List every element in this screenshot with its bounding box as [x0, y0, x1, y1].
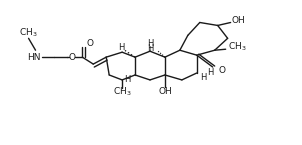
Text: H: H: [124, 75, 130, 84]
Text: CH$_3$: CH$_3$: [228, 41, 246, 54]
Text: H: H: [118, 43, 124, 52]
Text: O: O: [86, 39, 93, 48]
Text: CH$_3$: CH$_3$: [19, 26, 38, 39]
Text: CH$_3$: CH$_3$: [113, 86, 131, 98]
Text: HN: HN: [27, 53, 40, 62]
Text: O: O: [69, 53, 76, 62]
Text: H: H: [207, 68, 214, 77]
Text: H: H: [148, 44, 154, 53]
Text: H: H: [147, 39, 153, 48]
Text: O: O: [219, 66, 226, 75]
Text: OH: OH: [158, 87, 172, 96]
Text: H: H: [201, 74, 207, 83]
Text: OH: OH: [232, 16, 246, 25]
